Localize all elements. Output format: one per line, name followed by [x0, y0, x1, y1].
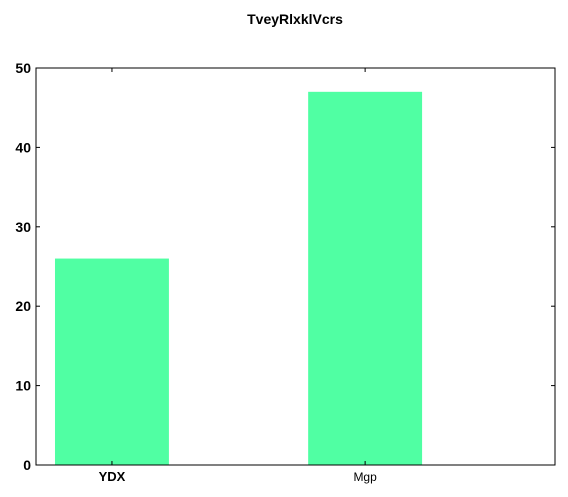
- y-tick-label: 20: [15, 298, 31, 314]
- plot-frame: [35, 67, 556, 466]
- x-tick-label: Mgp: [353, 470, 377, 484]
- x-tick-label: YDX: [99, 469, 126, 484]
- y-tick-label: 50: [15, 60, 31, 76]
- y-tick-label: 0: [23, 457, 31, 473]
- y-tick-label: 30: [15, 219, 31, 235]
- bar-ydx: [54, 258, 169, 465]
- y-tick-label: 40: [15, 139, 31, 155]
- bars-group: [54, 91, 423, 465]
- bar-mgp: [308, 91, 423, 465]
- x-axis-ticks: YDX Mgp: [99, 68, 377, 484]
- y-tick-label: 10: [15, 378, 31, 394]
- y-axis-ticks: 0 10 20 30 40 50: [15, 60, 555, 473]
- chart-title: TveyRlxklVcrs: [247, 11, 343, 27]
